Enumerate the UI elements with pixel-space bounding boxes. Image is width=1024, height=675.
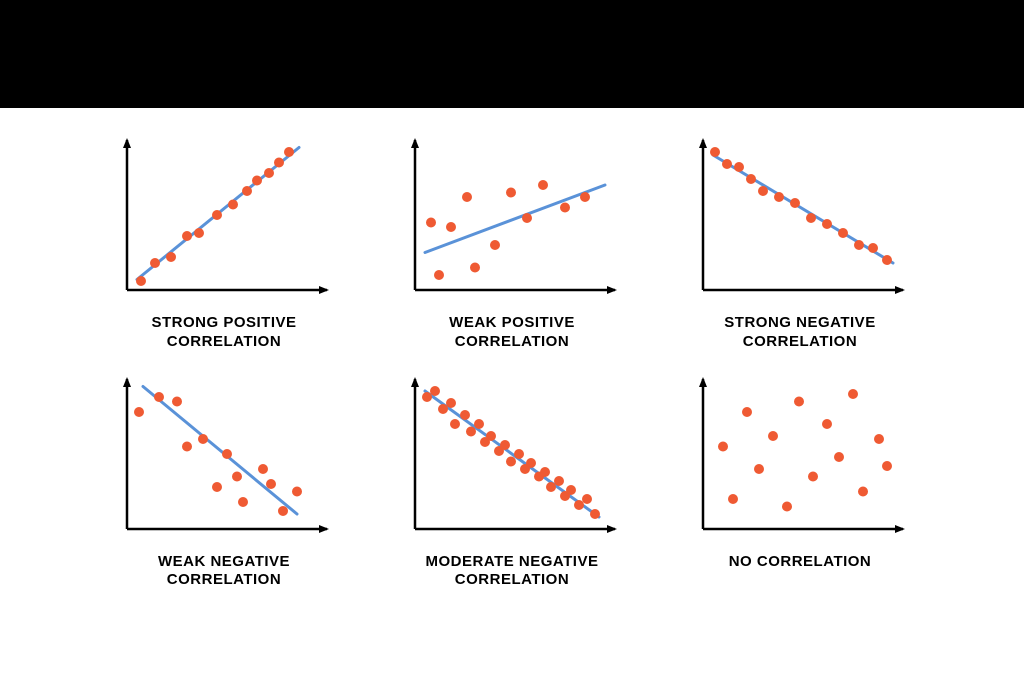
- cell-no-correlation: No Correlation: [671, 367, 929, 591]
- charts-grid: Strong Positive Correlation Weak Positiv…: [0, 108, 1024, 600]
- caption-line1: Weak Negative: [158, 553, 290, 570]
- chart-moderate-negative: [397, 367, 627, 547]
- chart-strong-negative: [685, 128, 915, 308]
- chart-weak-positive: [397, 128, 627, 308]
- cell-strong-negative: Strong Negative Correlation: [671, 128, 929, 352]
- chart-weak-negative: [109, 367, 339, 547]
- top-black-bar: [0, 0, 1024, 108]
- chart-strong-positive: [109, 128, 339, 308]
- caption-line2: Correlation: [167, 333, 281, 350]
- cell-strong-positive: Strong Positive Correlation: [95, 128, 353, 352]
- caption-weak-positive: Weak Positive Correlation: [449, 314, 575, 352]
- caption-strong-positive: Strong Positive Correlation: [151, 314, 296, 352]
- caption-line1: Strong Positive: [151, 314, 296, 331]
- cell-moderate-negative: Moderate Negative Correlation: [383, 367, 641, 591]
- caption-no-correlation: No Correlation: [729, 553, 872, 572]
- caption-line1: Strong Negative: [724, 314, 875, 331]
- caption-line2: Correlation: [167, 571, 281, 588]
- caption-line2: Correlation: [455, 333, 569, 350]
- caption-line2: Correlation: [743, 333, 857, 350]
- caption-strong-negative: Strong Negative Correlation: [724, 314, 875, 352]
- caption-weak-negative: Weak Negative Correlation: [158, 553, 290, 591]
- caption-line1: Weak Positive: [449, 314, 575, 331]
- chart-no-correlation: [685, 367, 915, 547]
- cell-weak-negative: Weak Negative Correlation: [95, 367, 353, 591]
- caption-moderate-negative: Moderate Negative Correlation: [426, 553, 599, 591]
- caption-line2: Correlation: [455, 571, 569, 588]
- caption-line1: No Correlation: [729, 553, 872, 570]
- cell-weak-positive: Weak Positive Correlation: [383, 128, 641, 352]
- caption-line1: Moderate Negative: [426, 553, 599, 570]
